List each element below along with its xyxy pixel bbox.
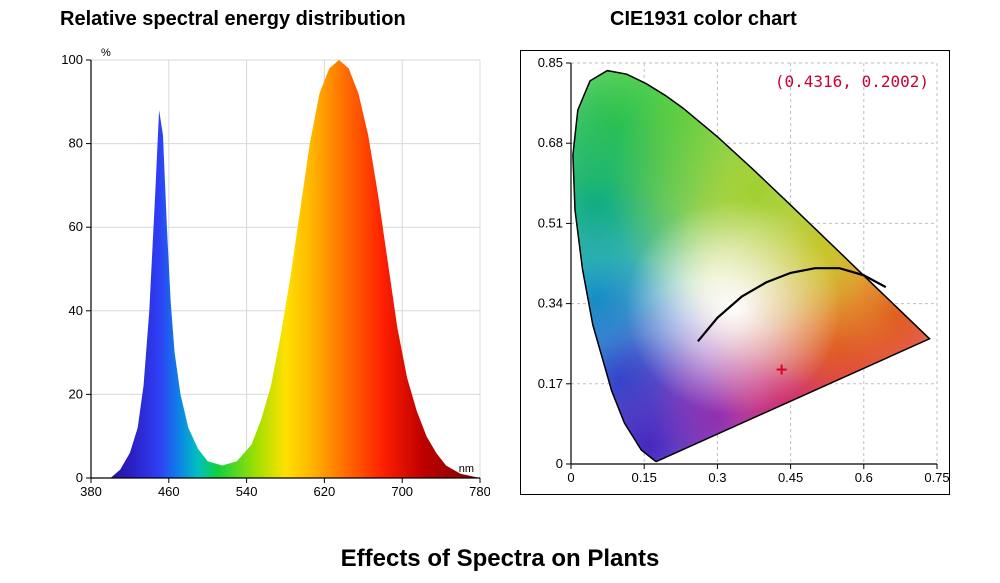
svg-text:460: 460: [158, 484, 180, 499]
svg-text:0: 0: [556, 456, 563, 471]
svg-text:0.15: 0.15: [632, 470, 657, 485]
svg-text:0.17: 0.17: [538, 376, 563, 391]
svg-text:20: 20: [69, 386, 83, 401]
bottom-title: Effects of Spectra on Plants: [0, 545, 1000, 573]
svg-text:0.3: 0.3: [708, 470, 726, 485]
svg-text:(0.4316, 0.2002): (0.4316, 0.2002): [775, 72, 929, 91]
svg-text:nm: nm: [459, 463, 474, 475]
svg-text:60: 60: [69, 219, 83, 234]
spectral-chart: 380 460 540 620 700 780 0 20 40 60 80 100% nm: [45, 40, 490, 510]
svg-text:0.51: 0.51: [538, 215, 563, 230]
svg-text:0.68: 0.68: [538, 135, 563, 150]
svg-text:0: 0: [567, 470, 574, 485]
svg-text:0.45: 0.45: [778, 470, 803, 485]
svg-text:0: 0: [76, 470, 83, 485]
svg-text:0.34: 0.34: [538, 296, 563, 311]
svg-text:700: 700: [391, 484, 413, 499]
svg-text:0.6: 0.6: [855, 470, 873, 485]
svg-text:780: 780: [469, 484, 490, 499]
svg-text:540: 540: [236, 484, 258, 499]
svg-text:%: %: [101, 47, 111, 59]
svg-text:100: 100: [61, 52, 83, 67]
cie-chart: (0.4316, 0.2002) 0 0.15 0.3 0.45 0.6 0.75 0 0.17…: [520, 50, 950, 495]
svg-text:0.85: 0.85: [538, 55, 563, 70]
cie-title: CIE1931 color chart: [610, 8, 797, 31]
svg-text:40: 40: [69, 303, 83, 318]
spectral-title: Relative spectral energy distribution: [60, 8, 406, 31]
svg-text:620: 620: [314, 484, 336, 499]
svg-text:0.75: 0.75: [924, 470, 949, 485]
svg-text:380: 380: [80, 484, 102, 499]
svg-text:80: 80: [69, 136, 83, 151]
